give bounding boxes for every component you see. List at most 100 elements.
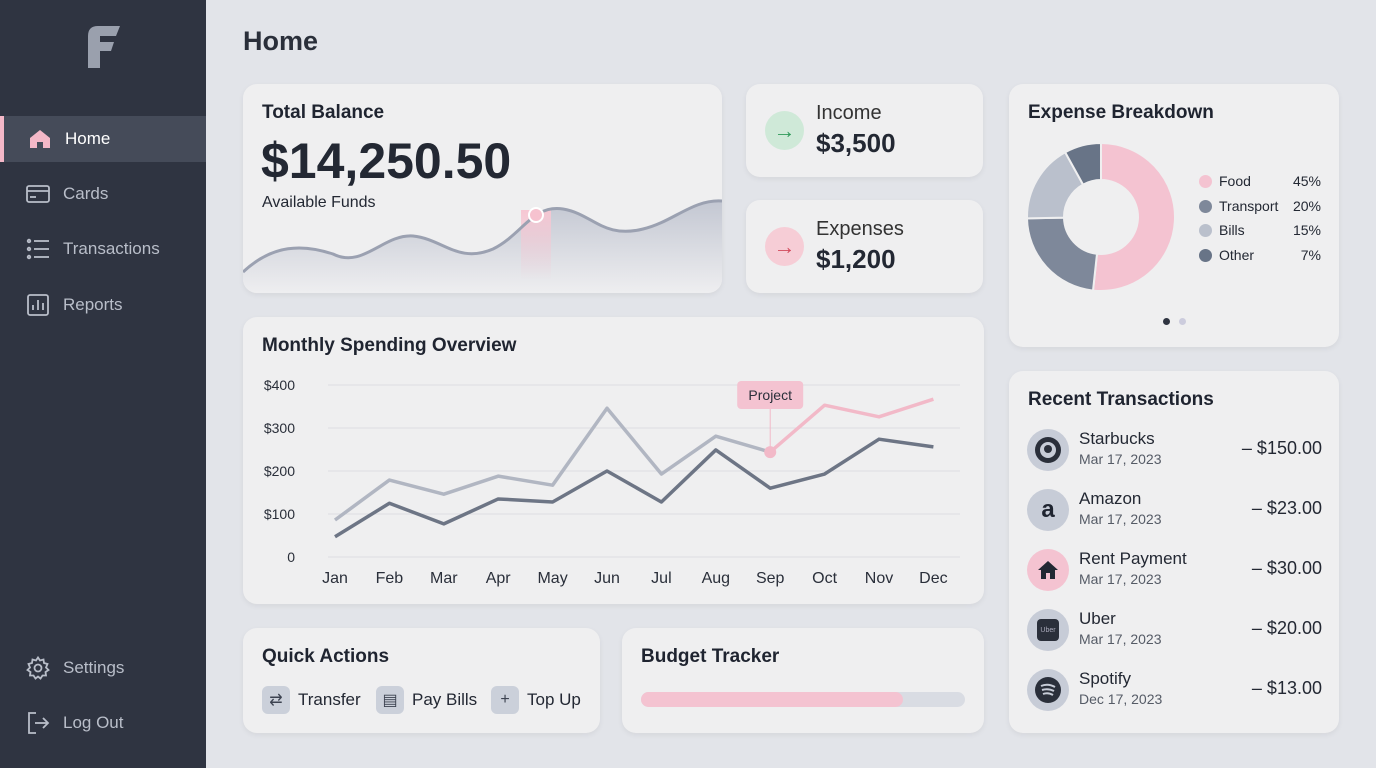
logo-icon xyxy=(88,26,120,68)
income-amount: $3,500 xyxy=(816,128,896,158)
y-tick-label: $200 xyxy=(264,463,295,479)
x-tick-label: Oct xyxy=(812,570,837,587)
spotify-logo xyxy=(1027,669,1069,711)
card-icon xyxy=(26,185,50,203)
transaction-row[interactable]: Uber Uber Mar 17, 2023 – $20.00 xyxy=(1027,609,1322,655)
legend-item: Other 7% xyxy=(1199,246,1321,266)
x-tick-label: Jun xyxy=(594,570,620,587)
quick-actions-title: Quick Actions xyxy=(262,646,390,667)
house-icon xyxy=(1027,549,1069,591)
expenses-card: → Expenses $1,200 xyxy=(746,200,983,293)
amazon-logo: a xyxy=(1027,489,1069,531)
annotation-label: Project xyxy=(748,387,792,403)
balance-subtitle: Available Funds xyxy=(262,194,376,211)
legend-item: Transport 20% xyxy=(1199,197,1321,217)
sidebar-item-settings[interactable]: Settings xyxy=(0,645,206,691)
page-title: Home xyxy=(243,26,319,56)
y-tick-label: $300 xyxy=(264,420,295,436)
sidebar-item-logout[interactable]: Log Out xyxy=(0,700,206,746)
legend-swatch xyxy=(1199,224,1212,237)
expense-breakdown-card: Expense Breakdown Food 45% Transport 20% Bil… xyxy=(1009,84,1339,347)
sidebar: Home Cards Transactions Reports Settings… xyxy=(0,0,206,768)
x-tick-label: Dec xyxy=(919,570,947,587)
total-balance-card: Total Balance $14,250.50 Available Funds xyxy=(243,84,722,293)
line-chart: 0 $100 $200 $300 $400 Jan Feb Mar Apr May Jun Jul Au… xyxy=(264,377,960,587)
legend-label: Food xyxy=(1219,173,1251,189)
legend-label: Transport xyxy=(1219,197,1279,214)
carousel-dot-active[interactable] xyxy=(1163,318,1170,325)
sidebar-item-label: Log Out xyxy=(63,713,124,732)
projection-marker xyxy=(764,446,777,459)
breakdown-title: Expense Breakdown xyxy=(1028,102,1214,123)
transaction-amount: – $13.00 xyxy=(1251,678,1322,698)
sidebar-item-transactions[interactable]: Transactions xyxy=(0,226,206,272)
y-tick-label: 0 xyxy=(287,549,295,565)
transfer-label: Transfer xyxy=(298,690,361,709)
legend-label: Other xyxy=(1219,246,1255,263)
legend-item: Bills 15% xyxy=(1199,221,1321,241)
expenses-amount: $1,200 xyxy=(816,244,896,274)
swap-icon: ⇄ xyxy=(262,686,290,714)
recent-title: Recent Transactions xyxy=(1028,389,1214,410)
transaction-date: Mar 17, 2023 xyxy=(1079,511,1162,527)
budget-title: Budget Tracker xyxy=(641,646,780,667)
x-tick-label: Aug xyxy=(702,570,730,587)
quick-actions-card: Quick Actions ⇄ Transfer ▤ Pay Bills + Top … xyxy=(243,628,600,733)
sidebar-item-home[interactable]: Home xyxy=(0,116,206,162)
x-tick-label: Mar xyxy=(430,570,458,587)
transaction-row[interactable]: a Amazon Mar 17, 2023 – $23.00 xyxy=(1027,489,1322,535)
arrow-right-icon: → xyxy=(765,111,804,150)
x-tick-label: Jan xyxy=(322,570,348,587)
transaction-amount: – $30.00 xyxy=(1251,558,1322,578)
y-tick-label: $100 xyxy=(264,506,295,522)
pay-bills-label: Pay Bills xyxy=(412,690,478,709)
x-tick-label: Sep xyxy=(756,570,785,587)
gear-icon xyxy=(26,656,50,680)
top-up-button[interactable]: + Top Up xyxy=(491,686,581,714)
sidebar-item-label: Home xyxy=(65,129,111,148)
donut-slice-other xyxy=(1063,142,1102,186)
spending-title: Monthly Spending Overview xyxy=(262,335,517,356)
transfer-button[interactable]: ⇄ Transfer xyxy=(262,686,361,714)
income-card: → Income $3,500 xyxy=(746,84,983,177)
pay-bills-button[interactable]: ▤ Pay Bills xyxy=(376,686,477,714)
document-icon: ▤ xyxy=(376,686,404,714)
sidebar-item-cards[interactable]: Cards xyxy=(0,171,206,217)
legend-pct: 20% xyxy=(1292,197,1321,214)
transaction-date: Mar 17, 2023 xyxy=(1079,571,1162,587)
sidebar-item-label: Cards xyxy=(63,184,109,203)
budget-progress-fill xyxy=(641,692,904,707)
sidebar-item-label: Transactions xyxy=(63,239,160,258)
balance-sparkline xyxy=(243,199,722,293)
transaction-amount: – $150.00 xyxy=(1241,438,1322,458)
legend-item: Food 45% xyxy=(1199,172,1321,192)
transaction-row[interactable]: Starbucks Mar 17, 2023 – $150.00 xyxy=(1027,429,1322,475)
sidebar-item-label: Settings xyxy=(63,658,125,677)
sidebar-item-reports[interactable]: Reports xyxy=(0,282,206,328)
series-line-2 xyxy=(334,437,934,539)
legend-pct: 7% xyxy=(1300,246,1321,263)
budget-progress-bar xyxy=(641,692,965,707)
balance-title: Total Balance xyxy=(262,102,385,123)
donut-slice-food xyxy=(1091,142,1176,292)
top-up-label: Top Up xyxy=(527,690,581,709)
legend-pct: 15% xyxy=(1292,222,1321,238)
home-icon xyxy=(30,130,50,148)
carousel-dot[interactable] xyxy=(1179,318,1186,325)
transaction-name: Starbucks xyxy=(1079,429,1155,448)
balance-amount: $14,250.50 xyxy=(261,133,512,189)
donut-slice-transport xyxy=(1026,216,1099,292)
bar-chart-icon xyxy=(27,294,49,316)
transaction-date: Dec 17, 2023 xyxy=(1079,691,1163,707)
starbucks-logo xyxy=(1027,429,1069,471)
legend-swatch xyxy=(1199,175,1212,188)
transaction-name: Uber xyxy=(1079,609,1116,628)
transaction-row[interactable]: Rent Payment Mar 17, 2023 – $30.00 xyxy=(1027,549,1322,595)
x-tick-label: Jul xyxy=(651,570,671,587)
x-tick-label: Feb xyxy=(376,570,404,587)
arrow-right-icon: → xyxy=(765,227,804,266)
transaction-row[interactable]: Spotify Dec 17, 2023 – $13.00 xyxy=(1027,669,1322,715)
legend-swatch xyxy=(1199,199,1212,213)
uber-logo: Uber xyxy=(1027,609,1069,651)
x-tick-label: Apr xyxy=(486,570,512,587)
